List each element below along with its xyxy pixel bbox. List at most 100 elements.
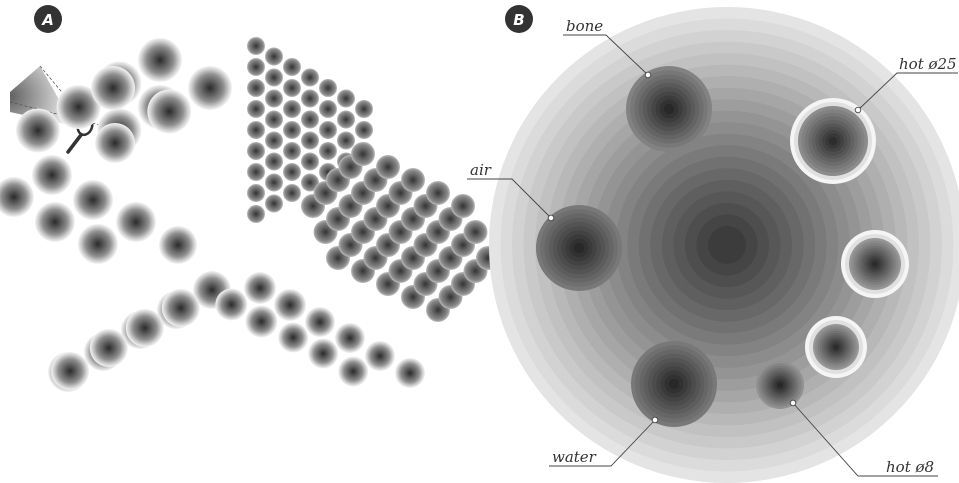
rod (301, 89, 319, 108)
rod (161, 289, 200, 327)
callout-hot25: hot ø25 (854, 55, 958, 114)
callout-water: water (549, 416, 659, 467)
rod (247, 184, 265, 202)
rod (283, 121, 301, 139)
rod (125, 309, 164, 347)
rod (301, 131, 319, 150)
rod (247, 205, 265, 223)
rod (265, 131, 283, 150)
rod (32, 155, 72, 195)
rod (463, 220, 488, 244)
rod (395, 358, 425, 388)
callout-hot8: hot ø8 (789, 399, 938, 477)
rod (426, 181, 450, 205)
rod (247, 142, 265, 160)
panel-b: B bone hot ø25 air water hot ø8 (467, 5, 959, 483)
rod (51, 352, 90, 390)
rod (355, 121, 373, 139)
rod (278, 322, 309, 353)
rod (301, 152, 319, 171)
rod (365, 341, 395, 371)
rod (451, 194, 475, 218)
rod (34, 202, 75, 242)
callout-bone: bone (563, 17, 652, 79)
rod-array (0, 37, 500, 392)
panel-a: A (0, 5, 500, 392)
rod (95, 123, 135, 163)
insert-hot-right (841, 230, 909, 298)
rod (301, 173, 319, 192)
rod (215, 288, 248, 321)
rod (319, 121, 337, 139)
rod (283, 142, 301, 160)
rod (337, 110, 355, 129)
rod (15, 108, 60, 153)
callout-bone-label: bone (566, 17, 603, 35)
rod (56, 85, 101, 129)
callout-air: air (467, 161, 555, 222)
rod (301, 68, 319, 87)
rod (265, 89, 283, 108)
rod (351, 142, 375, 166)
insert-air (536, 205, 622, 291)
rod (319, 100, 337, 118)
rod (283, 100, 301, 118)
rod (265, 68, 283, 87)
phantom-inserts (536, 66, 909, 427)
rod (355, 100, 373, 118)
rod (159, 226, 197, 264)
rod (73, 180, 113, 220)
rod (247, 163, 265, 181)
rod (188, 66, 232, 110)
rod (265, 194, 283, 213)
callout-hot25-label: hot ø25 (899, 55, 957, 73)
rod (274, 289, 306, 321)
rod (283, 163, 301, 181)
panel-a-badge (34, 5, 62, 33)
callout-air-label: air (470, 161, 492, 179)
callout-hot8-label: hot ø8 (886, 458, 934, 476)
insert-hot-lower (805, 316, 867, 378)
rod (247, 58, 265, 76)
callout-water-label: water (552, 448, 597, 466)
rod (265, 152, 283, 171)
insert-water (631, 341, 717, 427)
rod (335, 323, 365, 353)
rod (138, 38, 182, 82)
rod (247, 121, 265, 139)
rod (283, 79, 301, 97)
rod (265, 47, 283, 66)
insert-hot-8 (756, 361, 804, 409)
insert-bone (626, 66, 712, 152)
rod (147, 89, 192, 134)
rod (265, 173, 283, 192)
rod (247, 79, 265, 97)
panel-a-label: A (41, 11, 54, 29)
rod (245, 305, 278, 338)
rod (91, 66, 135, 110)
phantom-ring (708, 226, 746, 264)
rod (308, 338, 339, 369)
rod (401, 168, 425, 192)
rod (301, 110, 319, 129)
rod (77, 224, 118, 264)
insert-hot-25 (790, 98, 876, 184)
rod (319, 79, 337, 97)
rod (337, 131, 355, 150)
panel-b-badge (505, 5, 533, 33)
rod (244, 272, 276, 304)
rod (376, 155, 400, 179)
rod (337, 89, 355, 108)
rod (265, 110, 283, 129)
rod (283, 184, 301, 202)
rod (89, 329, 128, 367)
rod (0, 177, 34, 217)
rod (305, 307, 335, 337)
rod (338, 356, 369, 387)
rod (319, 142, 337, 160)
rod (247, 37, 265, 55)
rod (247, 100, 265, 118)
panel-b-label: B (513, 11, 524, 29)
rod (116, 202, 156, 242)
